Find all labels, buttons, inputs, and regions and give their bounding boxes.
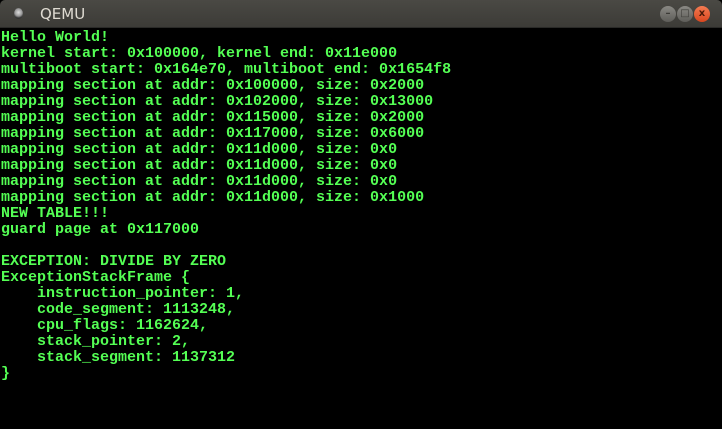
console-line: NEW TABLE!!! <box>1 205 110 222</box>
console-line: mapping section at addr: 0x11d000, size:… <box>1 189 425 206</box>
console-line: stack_pointer: 2, <box>1 333 191 350</box>
console-line: mapping section at addr: 0x11d000, size:… <box>1 141 398 158</box>
console-line: mapping section at addr: 0x115000, size:… <box>1 109 425 126</box>
qemu-app-icon <box>14 8 23 19</box>
console-line: multiboot start: 0x164e70, multiboot end… <box>1 61 452 78</box>
console-line: guard page at 0x117000 <box>1 221 200 238</box>
console-line: instruction_pointer: 1, <box>1 285 245 302</box>
vga-screen[interactable] <box>0 28 722 429</box>
window-title: QEMU <box>40 5 86 23</box>
close-button[interactable]: x <box>694 6 710 22</box>
window-titlebar[interactable]: QEMU – □ x <box>0 0 722 28</box>
console-line: mapping section at addr: 0x11d000, size:… <box>1 173 398 190</box>
console-line: } <box>1 365 11 382</box>
console-line: EXCEPTION: DIVIDE BY ZERO <box>1 253 227 270</box>
maximize-button[interactable]: □ <box>677 6 693 22</box>
minimize-button[interactable]: – <box>660 6 676 22</box>
console-line: ExceptionStackFrame { <box>1 269 191 286</box>
console-line: Hello World! <box>1 29 110 46</box>
console-line: kernel start: 0x100000, kernel end: 0x11… <box>1 45 398 62</box>
console-line: mapping section at addr: 0x100000, size:… <box>1 77 425 94</box>
console-output: Hello World! kernel start: 0x100000, kern… <box>1 30 451 382</box>
console-line: cpu_flags: 1162624, <box>1 317 209 334</box>
console-line: mapping section at addr: 0x102000, size:… <box>1 93 434 110</box>
console-line: mapping section at addr: 0x117000, size:… <box>1 125 425 142</box>
console-line <box>1 238 451 254</box>
console-line: stack_segment: 1137312 <box>1 349 236 366</box>
console-line: mapping section at addr: 0x11d000, size:… <box>1 157 398 174</box>
console-line: code_segment: 1113248, <box>1 301 236 318</box>
